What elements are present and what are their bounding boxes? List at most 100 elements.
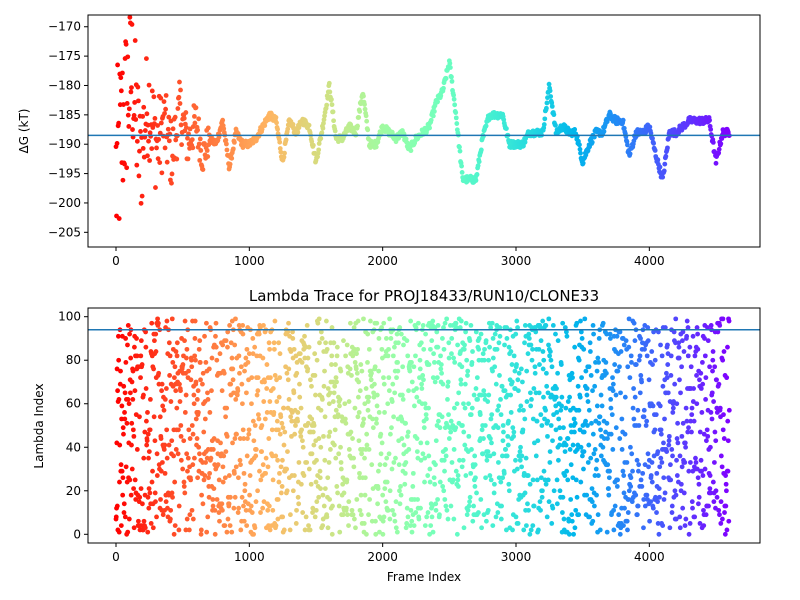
bottom-data-point bbox=[530, 477, 536, 483]
bottom-data-point bbox=[377, 529, 382, 535]
top-y-tick-label: −175 bbox=[48, 49, 81, 63]
bottom-data-point bbox=[209, 388, 214, 394]
bottom-data-point bbox=[119, 403, 125, 409]
bottom-data-point bbox=[209, 355, 215, 361]
bottom-data-point bbox=[481, 388, 487, 394]
bottom-data-point bbox=[725, 418, 731, 424]
top-data-point bbox=[281, 154, 287, 160]
bottom-data-point bbox=[540, 488, 545, 494]
bottom-data-point bbox=[409, 529, 415, 535]
bottom-data-point bbox=[230, 440, 235, 446]
top-data-point bbox=[151, 94, 157, 100]
bottom-data-point bbox=[167, 373, 173, 378]
top-data-point bbox=[141, 104, 147, 110]
bottom-data-point bbox=[119, 468, 125, 474]
bottom-data-point bbox=[356, 394, 361, 400]
bottom-data-point bbox=[174, 353, 180, 359]
bottom-data-point bbox=[181, 438, 187, 444]
bottom-data-point bbox=[497, 333, 503, 339]
top-data-point bbox=[365, 127, 371, 133]
bottom-data-point bbox=[551, 488, 557, 494]
bottom-data-point bbox=[673, 516, 679, 522]
bottom-data-point bbox=[475, 396, 480, 402]
bottom-data-point bbox=[555, 370, 560, 376]
bottom-data-point bbox=[187, 512, 193, 518]
bottom-data-point bbox=[583, 418, 588, 424]
bottom-data-point bbox=[686, 531, 692, 537]
top-data-point bbox=[217, 132, 222, 138]
bottom-data-point bbox=[575, 383, 581, 389]
bottom-data-point bbox=[628, 484, 634, 489]
bottom-data-point bbox=[397, 501, 403, 507]
bottom-data-point bbox=[700, 473, 706, 478]
bottom-data-point bbox=[658, 342, 663, 348]
bottom-data-point bbox=[261, 399, 267, 404]
bottom-data-point bbox=[247, 473, 253, 478]
bottom-data-point bbox=[266, 340, 272, 346]
bottom-data-point bbox=[648, 499, 654, 505]
bottom-data-point bbox=[500, 475, 506, 481]
top-data-point bbox=[432, 108, 437, 114]
bottom-data-point bbox=[537, 325, 543, 330]
bottom-data-point bbox=[717, 512, 722, 518]
bottom-data-point bbox=[276, 427, 281, 433]
top-data-point bbox=[158, 95, 164, 101]
bottom-data-point bbox=[258, 477, 264, 483]
bottom-data-point bbox=[656, 486, 662, 491]
bottom-data-point bbox=[125, 342, 130, 348]
bottom-data-point bbox=[680, 338, 685, 344]
bottom-data-point bbox=[398, 484, 403, 489]
bottom-data-point bbox=[241, 518, 247, 524]
bottom-y-tick-label: 60 bbox=[66, 397, 81, 411]
bottom-data-point bbox=[201, 429, 207, 435]
bottom-data-point bbox=[237, 370, 242, 376]
bottom-data-point bbox=[658, 431, 664, 437]
bottom-data-point bbox=[504, 527, 509, 533]
bottom-data-point bbox=[188, 377, 194, 383]
bottom-data-point bbox=[445, 379, 451, 385]
bottom-data-point bbox=[351, 464, 357, 470]
bottom-data-point bbox=[619, 447, 625, 452]
bottom-data-point bbox=[333, 455, 339, 461]
bottom-data-point bbox=[511, 433, 516, 439]
bottom-data-point bbox=[604, 331, 610, 337]
bottom-data-point bbox=[706, 503, 711, 509]
bottom-data-point bbox=[584, 392, 590, 398]
bottom-data-point bbox=[347, 366, 353, 372]
bottom-data-point bbox=[516, 370, 522, 376]
bottom-data-point bbox=[297, 381, 302, 387]
top-data-point bbox=[547, 88, 553, 94]
bottom-data-point bbox=[724, 375, 730, 381]
top-data-point bbox=[128, 89, 134, 95]
bottom-data-point bbox=[308, 377, 313, 383]
bottom-data-point bbox=[127, 390, 133, 396]
bottom-data-point bbox=[547, 460, 553, 465]
bottom-data-point bbox=[313, 392, 318, 398]
top-data-point bbox=[262, 123, 268, 128]
bottom-data-point bbox=[625, 527, 630, 533]
bottom-data-point bbox=[239, 494, 245, 500]
bottom-data-point bbox=[173, 388, 179, 394]
bottom-data-point bbox=[130, 368, 136, 374]
top-data-point bbox=[318, 136, 324, 141]
bottom-data-point bbox=[362, 455, 367, 461]
bottom-data-point bbox=[607, 331, 613, 337]
bottom-data-point bbox=[189, 364, 195, 370]
bottom-data-point bbox=[277, 431, 283, 437]
bottom-data-point bbox=[695, 475, 701, 481]
bottom-data-point bbox=[713, 438, 719, 444]
bottom-data-point bbox=[556, 457, 561, 463]
bottom-data-point bbox=[358, 492, 364, 498]
bottom-data-point bbox=[276, 479, 282, 485]
bottom-data-point bbox=[340, 512, 346, 518]
top-data-point bbox=[122, 161, 127, 167]
bottom-data-point bbox=[210, 503, 216, 509]
bottom-data-point bbox=[621, 490, 627, 496]
bottom-data-point bbox=[452, 360, 458, 365]
bottom-data-point bbox=[643, 423, 649, 428]
bottom-data-point bbox=[585, 460, 591, 465]
bottom-data-point bbox=[478, 392, 484, 398]
top-data-point bbox=[185, 156, 191, 162]
bottom-data-point bbox=[334, 379, 339, 385]
bottom-data-point bbox=[420, 451, 426, 457]
